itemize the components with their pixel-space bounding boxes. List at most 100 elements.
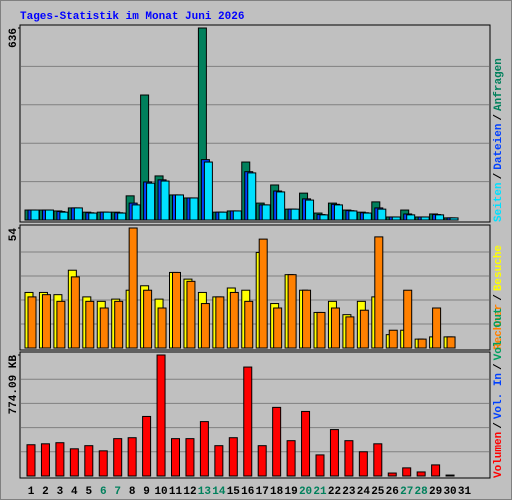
bar bbox=[449, 217, 459, 221]
x-tick-label: 16 bbox=[241, 486, 254, 498]
bar bbox=[84, 445, 94, 477]
legend-separator: / bbox=[493, 363, 505, 370]
bar bbox=[261, 204, 271, 221]
x-tick-label: 30 bbox=[443, 486, 456, 498]
bar bbox=[432, 307, 442, 349]
bar bbox=[445, 474, 455, 477]
bar bbox=[247, 172, 257, 221]
bar bbox=[358, 451, 368, 477]
x-tick-label: 25 bbox=[371, 486, 385, 498]
x-tick-label: 26 bbox=[386, 486, 399, 498]
x-tick-label: 28 bbox=[415, 486, 429, 498]
bar bbox=[257, 445, 267, 477]
x-tick-label: 29 bbox=[429, 486, 442, 498]
x-tick-label: 17 bbox=[256, 486, 269, 498]
bar bbox=[276, 191, 286, 221]
legend-entry: Anfragen bbox=[493, 58, 505, 111]
bar bbox=[215, 296, 225, 349]
bar bbox=[214, 445, 224, 477]
y-tick-label: 54 bbox=[8, 228, 20, 242]
bar bbox=[301, 410, 311, 477]
bar bbox=[102, 211, 112, 221]
legend: Rechner / Besuche bbox=[493, 245, 505, 350]
bar bbox=[348, 210, 358, 221]
bar bbox=[157, 307, 167, 349]
legend-separator: / bbox=[493, 422, 505, 429]
bar bbox=[128, 227, 138, 349]
bar bbox=[113, 438, 123, 477]
x-tick-label: 9 bbox=[143, 486, 150, 498]
bar bbox=[388, 329, 398, 349]
legend-entry: Volumen bbox=[493, 432, 505, 478]
bar bbox=[55, 442, 65, 477]
bar bbox=[30, 209, 40, 221]
bar bbox=[329, 429, 339, 477]
bar bbox=[387, 472, 397, 477]
bar bbox=[431, 464, 441, 477]
legend-entry: Rechner bbox=[493, 304, 505, 350]
bar bbox=[273, 307, 283, 349]
bar bbox=[228, 437, 238, 477]
bar bbox=[85, 300, 95, 349]
bar bbox=[403, 289, 413, 349]
bar bbox=[99, 307, 109, 349]
bar bbox=[377, 208, 387, 221]
bar bbox=[229, 291, 239, 349]
x-tick-label: 20 bbox=[299, 486, 312, 498]
x-tick-label: 12 bbox=[183, 486, 196, 498]
bar bbox=[98, 450, 108, 477]
bar bbox=[59, 211, 69, 221]
bar bbox=[406, 214, 416, 221]
legend-separator: / bbox=[493, 294, 505, 301]
bar bbox=[420, 216, 430, 221]
x-tick-label: 21 bbox=[313, 486, 327, 498]
bar bbox=[345, 316, 355, 349]
bar bbox=[171, 438, 180, 477]
bar bbox=[402, 467, 412, 477]
bar bbox=[40, 443, 50, 477]
x-tick-label: 19 bbox=[284, 486, 297, 498]
x-tick-label: 15 bbox=[227, 486, 241, 498]
x-tick-label: 4 bbox=[71, 486, 78, 498]
bar bbox=[114, 300, 124, 349]
chart-title: Tages-Statistik im Monat Juni 2026 bbox=[20, 11, 244, 23]
bar bbox=[344, 440, 354, 477]
bar bbox=[302, 289, 312, 349]
legend-entry: Dateien bbox=[493, 124, 505, 170]
bar bbox=[200, 303, 210, 349]
bar bbox=[416, 471, 426, 477]
panel bbox=[19, 351, 491, 479]
bar bbox=[131, 204, 141, 221]
x-tick-label: 7 bbox=[114, 486, 121, 498]
bar bbox=[232, 210, 242, 221]
bar bbox=[333, 204, 343, 221]
x-tick-label: 3 bbox=[57, 486, 64, 498]
bar bbox=[41, 294, 51, 349]
bar bbox=[330, 307, 340, 349]
bar bbox=[127, 437, 137, 477]
bar bbox=[391, 216, 401, 221]
x-tick-label: 24 bbox=[357, 486, 371, 498]
bar bbox=[26, 444, 36, 477]
bar bbox=[56, 300, 66, 349]
bar bbox=[172, 271, 181, 349]
bar bbox=[435, 214, 445, 221]
bar bbox=[156, 354, 166, 477]
bar bbox=[316, 311, 326, 349]
bar bbox=[142, 415, 152, 477]
legend-entry: Besuche bbox=[493, 245, 505, 292]
x-tick-label: 23 bbox=[342, 486, 356, 498]
legend: Volumen / Vol. In / Vol. Out bbox=[493, 308, 505, 478]
x-tick-label: 5 bbox=[85, 486, 92, 498]
bar bbox=[175, 194, 184, 221]
x-tick-label: 27 bbox=[400, 486, 413, 498]
bar bbox=[319, 214, 329, 221]
bar bbox=[362, 212, 372, 221]
bar bbox=[143, 289, 153, 349]
bar bbox=[417, 338, 427, 349]
x-tick-label: 6 bbox=[100, 486, 107, 498]
legend-entry: Seiten bbox=[493, 182, 505, 222]
bar bbox=[286, 440, 296, 477]
